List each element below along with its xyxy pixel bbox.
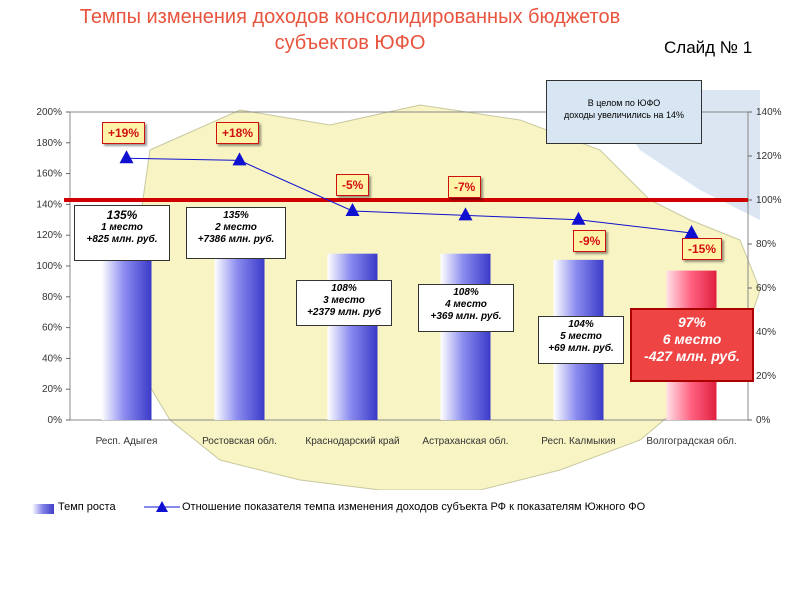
ratio-point [458,207,473,221]
ranking-box: 135% 1 место +825 млн. руб. [74,205,170,261]
right-tick-label: 80% [756,239,776,250]
ranking-place: 3 место [323,295,365,306]
ranking-pct: 108% [453,287,479,298]
ranking-box: 97% 6 место -427 млн. руб. [630,308,754,382]
ranking-amount: +2379 млн. руб [307,307,381,318]
ranking-place: 2 место [215,222,257,233]
change-label: +18% [216,122,260,144]
slide-title: Темпы изменения доходов консолидированны… [79,6,621,54]
slide-number: Слайд № 1 [664,38,753,57]
category-label: Краснодарский край [305,436,399,447]
category-label: Волгоградская обл. [646,435,736,447]
ratio-point [232,152,247,166]
summary-note: В целом по ЮФО доходы увеличились на 14% [546,80,702,144]
left-tick-label: 140% [36,199,62,210]
ranking-box: 108% 3 место +2379 млн. руб [296,280,392,326]
summary-note-line2: доходы увеличились на 14% [564,110,684,120]
left-tick-label: 100% [36,261,62,272]
left-tick-label: 160% [36,169,62,180]
ranking-amount: -427 млн. руб. [644,348,740,364]
right-tick-label: 0% [756,415,771,426]
category-label: Ростовская обл. [202,435,277,447]
left-tick-label: 60% [42,323,62,334]
change-label: -15% [682,238,723,260]
ratio-point [571,211,586,225]
summary-note-line1: В целом по ЮФО [587,98,661,108]
right-tick-label: 20% [756,371,776,382]
ranking-pct: 97% [677,314,707,330]
left-tick-label: 40% [42,353,62,364]
chart-legend: Темп роста Отношение показателя темпа из… [22,494,774,524]
right-tick-label: 40% [756,327,776,338]
ranking-amount: +825 млн. руб. [86,234,158,245]
category-label: Астраханская обл. [422,435,508,447]
left-tick-label: 120% [36,230,62,241]
right-tick-label: 100% [756,195,782,206]
left-tick-label: 20% [42,384,62,395]
ratio-point [684,225,699,238]
legend-bar-label: Темп роста [58,501,116,513]
bar [327,253,378,420]
ranking-place: 4 место [445,299,487,310]
ratio-line [126,157,692,234]
change-label: -9% [573,230,607,252]
right-tick-label: 60% [756,283,776,294]
category-label: Респ. Адыгея [96,436,158,447]
right-tick-label: 140% [756,107,782,118]
ranking-place: 6 место [662,331,722,347]
ranking-pct: 135% [106,208,138,222]
legend-bar-swatch [32,504,54,514]
legend-line-swatch [144,501,180,512]
ranking-pct: 108% [331,283,357,294]
ranking-place: 1 место [101,222,143,233]
ratio-point [119,150,134,164]
legend-line-label: Отношение показателя темпа изменения дох… [182,501,646,513]
left-tick-label: 200% [36,107,62,118]
left-tick-label: 0% [48,415,63,426]
change-label: +19% [102,122,146,144]
ranking-amount: +69 млн. руб. [548,343,614,354]
ranking-pct: 135% [223,210,249,221]
ranking-box: 104% 5 место +69 млн. руб. [538,316,624,364]
change-label: -5% [336,174,370,196]
ranking-box: 135% 2 место +7386 млн. руб. [186,207,286,259]
category-label: Респ. Калмыкия [541,436,615,447]
revenue-chart: 0% 20% 40% 60% 80% 100% 120% 140% 160% 180% 200% 0… [36,90,782,490]
left-tick-label: 80% [42,292,62,303]
bar [440,253,491,420]
ranking-pct: 104% [568,319,594,330]
right-tick-label: 120% [756,151,782,162]
left-tick-label: 180% [36,138,62,149]
ranking-amount: +369 млн. руб. [430,311,502,322]
ratio-point [345,203,360,216]
change-label: -7% [448,176,482,198]
ranking-box: 108% 4 место +369 млн. руб. [418,284,514,332]
ranking-place: 5 место [560,331,602,342]
ranking-amount: +7386 млн. руб. [197,234,275,245]
